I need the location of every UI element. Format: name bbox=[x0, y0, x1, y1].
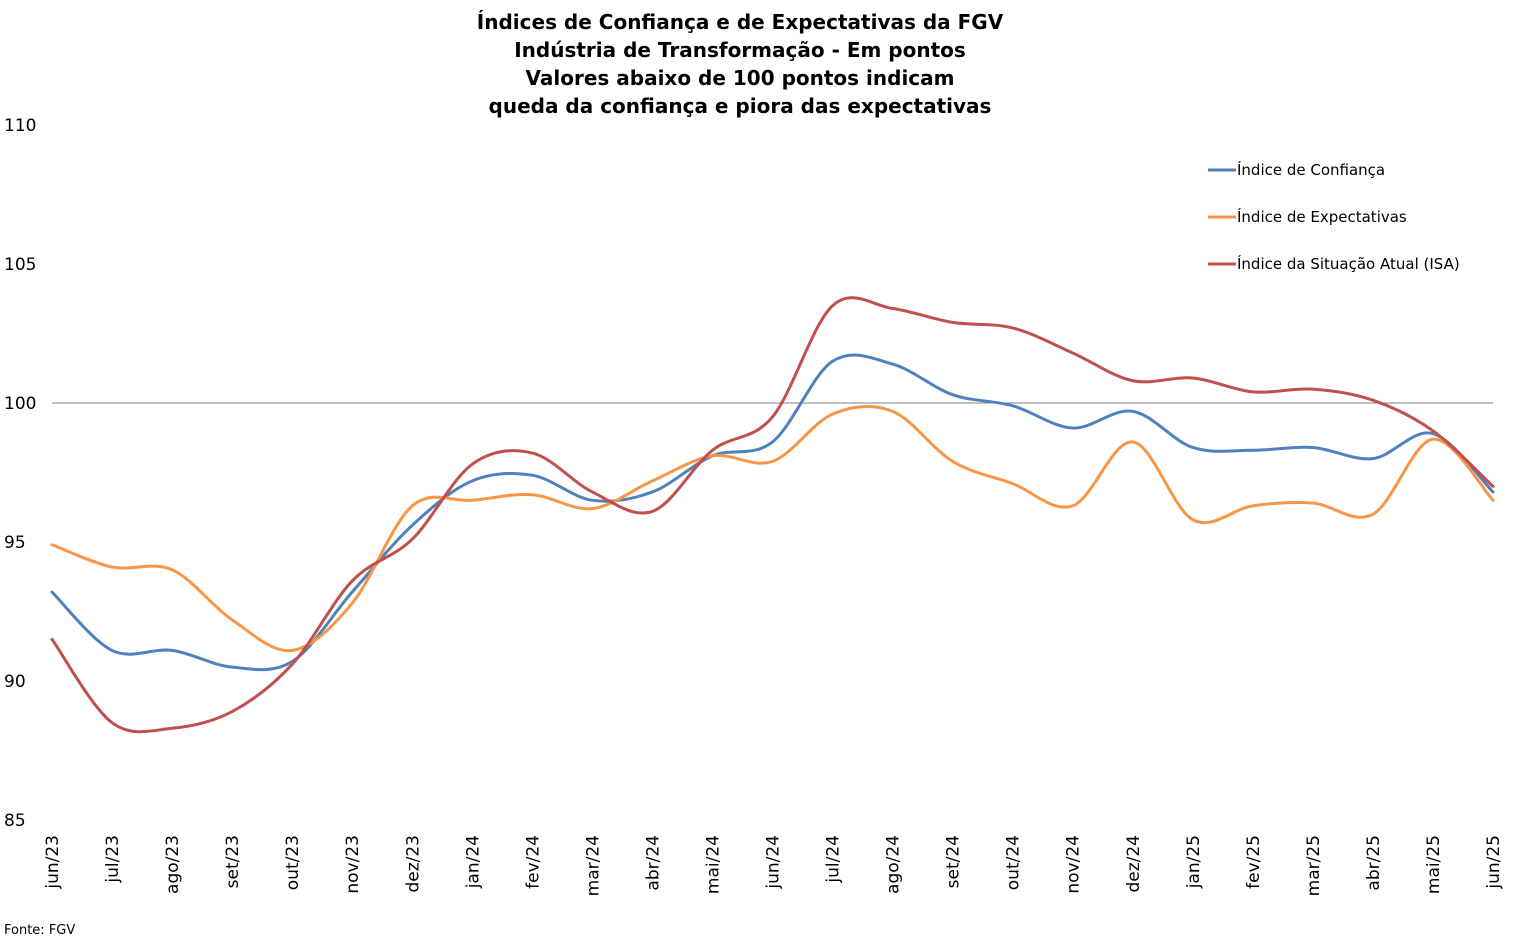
x-tick-label: jul/24 bbox=[824, 835, 844, 884]
series-line-indice-da-situacao-atual bbox=[50, 296, 1495, 734]
x-tick-label: abr/24 bbox=[643, 835, 663, 891]
chart-title-line-2: Indústria de Transformação - Em pontos bbox=[514, 38, 966, 62]
x-tick-label: fev/25 bbox=[1244, 835, 1264, 889]
x-tick-label: ago/24 bbox=[884, 835, 904, 894]
x-tick-label: mai/24 bbox=[703, 835, 723, 894]
x-tick-label: nov/24 bbox=[1064, 835, 1084, 894]
x-tick-label: jun/23 bbox=[43, 835, 63, 890]
legend-label-indice-de-expectativas: Índice de Expectativas bbox=[1237, 207, 1407, 226]
x-tick-label: fev/24 bbox=[523, 835, 543, 889]
chart-title-line-1: Índices de Confiança e de Expectativas d… bbox=[476, 10, 1004, 34]
x-tick-label: set/24 bbox=[944, 835, 964, 888]
chart-title-line-4: queda da confiança e piora das expectati… bbox=[488, 94, 992, 118]
x-tick-label: mar/24 bbox=[583, 835, 603, 896]
x-tick-label: nov/23 bbox=[343, 835, 363, 894]
y-tick-label: 95 bbox=[4, 533, 26, 553]
x-tick-label: jul/23 bbox=[103, 835, 123, 884]
x-tick-label: dez/24 bbox=[1124, 835, 1144, 893]
x-tick-label: set/23 bbox=[223, 835, 243, 888]
x-axis: jun/23 jul/23 ago/23 set/23 out/23 nov/23 dez/… bbox=[43, 835, 1504, 896]
x-tick-label: abr/25 bbox=[1364, 835, 1384, 891]
y-tick-label: 105 bbox=[4, 255, 36, 275]
x-tick-label: out/24 bbox=[1004, 835, 1024, 890]
legend-label-indice-da-situacao-atual: Índice da Situação Atual (ISA) bbox=[1237, 254, 1460, 273]
x-tick-label: jan/24 bbox=[463, 835, 483, 889]
y-tick-label: 110 bbox=[4, 116, 36, 136]
x-tick-label: jun/25 bbox=[1484, 835, 1504, 890]
y-axis: 85 90 95 100 105 110 bbox=[4, 116, 36, 831]
y-tick-label: 90 bbox=[4, 672, 26, 692]
y-tick-label: 100 bbox=[4, 394, 36, 414]
legend: Índice de Confiança Índice de Expectativa… bbox=[1208, 160, 1460, 273]
series-line-indice-de-expectativas bbox=[50, 405, 1495, 653]
x-tick-label: jan/25 bbox=[1184, 835, 1204, 889]
x-tick-label: ago/23 bbox=[163, 835, 183, 894]
x-tick-label: dez/23 bbox=[403, 835, 423, 893]
x-tick-label: mar/25 bbox=[1304, 835, 1324, 896]
x-tick-label: out/23 bbox=[283, 835, 303, 890]
y-tick-label: 85 bbox=[4, 811, 26, 831]
x-tick-label: mai/25 bbox=[1424, 835, 1444, 894]
series-line-indice-de-confianca bbox=[50, 353, 1495, 672]
source-note: Fonte: FGV bbox=[4, 923, 76, 938]
chart-title: Índices de Confiança e de Expectativas d… bbox=[0, 8, 1480, 120]
series-layer bbox=[50, 296, 1495, 734]
x-tick-label: jun/24 bbox=[764, 835, 784, 890]
legend-label-indice-de-confianca: Índice de Confiança bbox=[1237, 160, 1385, 179]
chart-title-line-3: Valores abaixo de 100 pontos indicam bbox=[525, 66, 955, 90]
